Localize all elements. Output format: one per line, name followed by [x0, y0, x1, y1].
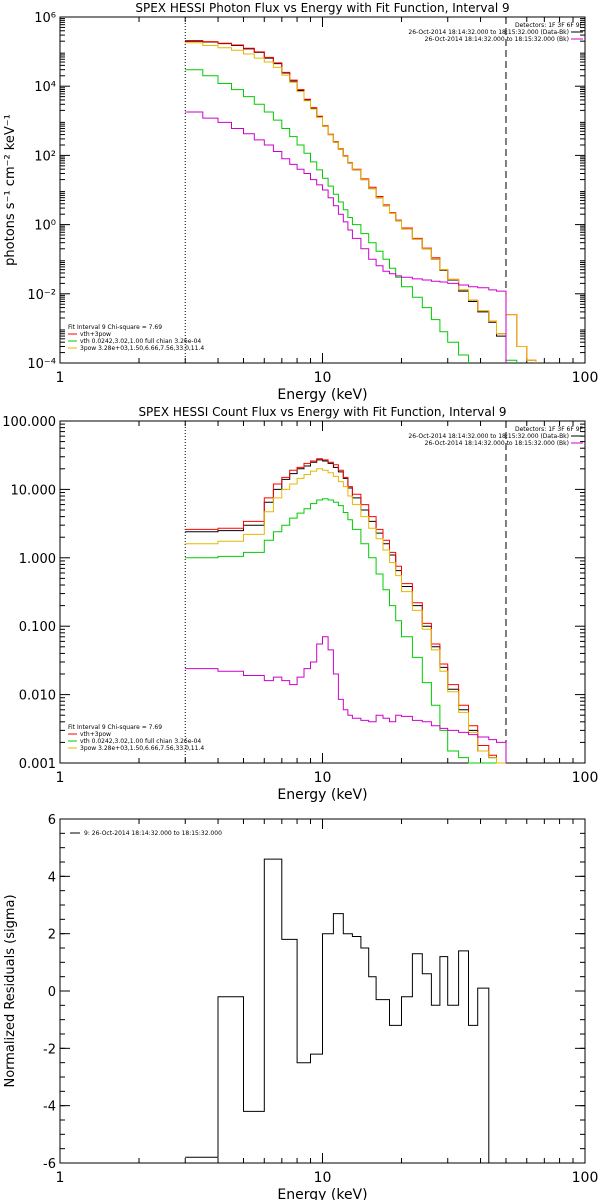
x-axis-label: Energy (keV)	[277, 387, 367, 403]
legend-entry: vth 0.0242,3.02,1.00 full chian 3.26e-04	[80, 338, 201, 345]
x-tick-label: 100	[572, 370, 599, 386]
y-tick-label: 1.000	[19, 552, 56, 567]
series-1-line	[185, 458, 506, 764]
fit-info-header: Fit Interval 9 Chi-square = 7.69	[68, 724, 162, 731]
y-axis-label: photons s⁻¹ cm⁻² keV⁻¹	[3, 114, 18, 266]
legend-entry: vth 0.0242,3.02,1.00 full chian 3.26e-04	[80, 738, 201, 745]
legend-entry: 26-Oct-2014 18:14:32.000 to 18:15:32.000…	[425, 440, 569, 447]
y-tick-label: 10²	[34, 149, 56, 164]
series-3-line	[185, 468, 506, 764]
y-tick-label: 10.000	[11, 483, 57, 498]
legend-entry: vth+3pow	[80, 331, 111, 338]
y-tick-label: 100.000	[2, 415, 56, 430]
y-tick-label: -2	[43, 1042, 56, 1057]
count-flux-panel: SPEX HESSI Count Flux vs Energy with Fit…	[2, 405, 598, 803]
series-2-line	[185, 69, 518, 363]
series-2-line	[185, 498, 506, 764]
chart-title: SPEX HESSI Count Flux vs Energy with Fit…	[138, 405, 506, 419]
x-tick-label: 100	[572, 770, 599, 786]
series-0-line	[185, 459, 506, 764]
legend-header: Detectors: 1F 3F 6F 9F	[515, 426, 584, 433]
legend-entry: 26-Oct-2014 18:14:32.000 to 18:15:32.000…	[425, 36, 569, 43]
x-tick-label: 100	[572, 1170, 599, 1186]
series-4-line	[185, 636, 507, 763]
residuals-panel: 1 10 100 -6 -4 -2 0 2 4 6 Energy (keV) Normalized R…	[3, 813, 598, 1200]
y-tick-label: -6	[43, 1157, 56, 1172]
legend-entry: 26-Oct-2014 18:14:32.000 to 18:15:32.000…	[408, 29, 569, 36]
fit-info-header: Fit Interval 9 Chi-square = 7.69	[68, 324, 162, 331]
legend-entry: 3pow 3.28e+03,1.50,6.66,7.56,33.0,11.4	[80, 745, 204, 752]
y-tick-label: 0.001	[19, 757, 56, 772]
y-tick-label: 2	[48, 928, 56, 943]
y-tick-label: 10⁴	[34, 80, 56, 95]
legend-entry: 3pow 3.28e+03,1.50,6.66,7.56,33.0,11.4	[80, 345, 204, 352]
photon-flux-panel: SPEX HESSI Photon Flux vs Energy with Fi…	[3, 1, 598, 403]
series-3-line	[185, 42, 537, 363]
legend-header: Detectors: 1F 3F 6F 9F	[515, 22, 584, 29]
series-0-line	[185, 858, 506, 1164]
legend-entry: 9: 26-Oct-2014 18:14:32.000 to 18:15:32.…	[84, 830, 222, 837]
chart-title: SPEX HESSI Photon Flux vs Energy with Fi…	[135, 1, 509, 15]
x-axis-label: Energy (keV)	[277, 1187, 367, 1200]
series-4-line	[185, 111, 507, 363]
y-tick-label: -4	[43, 1100, 56, 1115]
x-tick-label: 10	[314, 1170, 332, 1186]
legend-entry: 26-Oct-2014 18:14:32.000 to 18:15:32.000…	[408, 433, 569, 440]
y-axis-label: Normalized Residuals (sigma)	[3, 894, 18, 1087]
x-axis-label: Energy (keV)	[277, 787, 367, 803]
y-tick-label: 4	[48, 870, 56, 885]
y-tick-label: 0	[48, 985, 56, 1000]
y-tick-label: 10⁶	[34, 11, 56, 26]
x-tick-label: 1	[56, 370, 65, 386]
y-tick-label: 0.100	[19, 620, 56, 635]
x-tick-label: 1	[56, 770, 65, 786]
y-tick-label: 10⁰	[34, 219, 56, 234]
y-tick-label: 10⁻⁴	[27, 357, 56, 372]
x-tick-label: 10	[314, 770, 332, 786]
y-tick-label: 0.010	[19, 689, 56, 704]
y-tick-label: 6	[48, 813, 56, 828]
x-tick-label: 10	[314, 370, 332, 386]
y-tick-label: 10⁻²	[27, 288, 56, 303]
x-tick-label: 1	[56, 1170, 65, 1186]
legend-entry: vth+3pow	[80, 731, 111, 738]
series-1-line	[185, 40, 537, 363]
